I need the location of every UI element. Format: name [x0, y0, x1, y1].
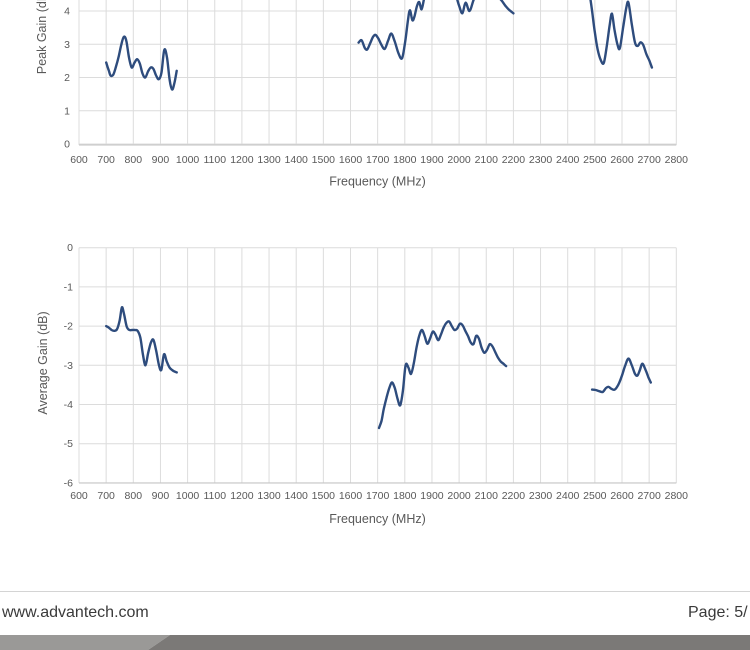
x-tick-label: 1300 — [257, 154, 281, 166]
gain-line-segment — [590, 357, 652, 394]
footer-bar-light-segment — [0, 635, 170, 650]
x-tick-label: 1700 — [366, 490, 390, 502]
x-tick-label: 1800 — [393, 490, 417, 502]
x-tick-label: 2700 — [637, 490, 661, 502]
x-tick-label: 1400 — [285, 154, 309, 166]
x-tick-label: 1800 — [393, 154, 417, 166]
x-tick-label: 700 — [97, 154, 115, 166]
x-tick-label: 2500 — [583, 490, 607, 502]
footer-divider — [0, 591, 750, 592]
x-tick-label: 2100 — [475, 490, 499, 502]
x-axis-title: Frequency (MHz) — [329, 512, 426, 526]
average-gain-chart: 600 700 800 900 1000 1100 1200 1300 1400 1500 1600… — [36, 242, 688, 526]
x-tick-label: 1200 — [230, 490, 254, 502]
y-tick-label: -2 — [64, 321, 73, 333]
x-tick-label: 1600 — [339, 154, 363, 166]
x-tick-label: 900 — [152, 154, 170, 166]
x-tick-label: 2200 — [502, 490, 526, 502]
x-tick-label: 1500 — [312, 154, 336, 166]
y-tick-label: -1 — [64, 281, 73, 293]
x-tick-label: 900 — [152, 490, 170, 502]
x-tick-label: 1600 — [339, 490, 363, 502]
x-tick-label: 2700 — [637, 154, 661, 166]
x-tick-label: 2300 — [529, 154, 553, 166]
x-tick-label: 2300 — [529, 490, 553, 502]
x-tick-label: 1000 — [176, 490, 200, 502]
x-tick-label: 2000 — [447, 154, 471, 166]
x-tick-label: 2600 — [610, 490, 634, 502]
x-tick-label: 2600 — [610, 154, 634, 166]
y-axis-title: Average Gain (dB) — [36, 311, 50, 414]
x-tick-label: 1900 — [420, 154, 444, 166]
x-tick-label: 1200 — [230, 154, 254, 166]
gain-line-segment — [105, 305, 178, 374]
y-tick-label: 0 — [64, 139, 70, 151]
x-tick-label: 800 — [125, 490, 143, 502]
y-tick-label: -6 — [64, 477, 73, 489]
y-tick-label: -5 — [64, 438, 73, 450]
gain-line-segment — [377, 320, 508, 430]
x-tick-label: 1500 — [312, 490, 336, 502]
x-tick-label: 2400 — [556, 154, 580, 166]
y-tick-label: -3 — [64, 360, 73, 372]
x-tick-label: 1900 — [420, 490, 444, 502]
y-tick-label: 1 — [64, 105, 70, 117]
y-tick-label: -4 — [64, 399, 73, 411]
gain-line-segment — [105, 35, 178, 91]
x-tick-label: 2100 — [475, 154, 499, 166]
x-tick-label: 1100 — [203, 154, 226, 166]
x-tick-label: 600 — [70, 490, 88, 502]
x-axis-title: Frequency (MHz) — [329, 175, 426, 189]
x-tick-label: 1700 — [366, 154, 390, 166]
charts-canvas: 600 700 800 900 1000 1100 1200 1300 1400 1500 1600… — [35, 0, 688, 526]
peak-gain-chart: 600 700 800 900 1000 1100 1200 1300 1400 1500 1600… — [35, 0, 688, 189]
footer-bar-dark-segment — [148, 635, 750, 650]
x-tick-label: 800 — [125, 154, 143, 166]
y-tick-label: 4 — [64, 6, 70, 18]
x-tick-label: 1300 — [257, 490, 281, 502]
gain-line-segment — [589, 0, 654, 69]
page-number: Page: 5/ — [688, 604, 748, 621]
x-tick-label: 2400 — [556, 490, 580, 502]
website-link[interactable]: www.advantech.com — [2, 604, 149, 621]
y-axis-title: Peak Gain (dBi) — [35, 0, 49, 74]
x-tick-label: 2800 — [665, 490, 689, 502]
y-tick-label: 2 — [64, 72, 70, 84]
x-tick-label: 2500 — [583, 154, 607, 166]
x-tick-label: 1100 — [203, 490, 226, 502]
x-tick-label: 600 — [70, 154, 88, 166]
footer-bar — [0, 635, 750, 650]
gain-line-segment — [357, 0, 515, 60]
x-tick-label: 1000 — [176, 154, 200, 166]
y-tick-label: 0 — [67, 242, 73, 254]
x-tick-label: 1400 — [285, 490, 309, 502]
x-tick-label: 2800 — [665, 154, 689, 166]
y-tick-label: 3 — [64, 39, 70, 51]
x-tick-label: 700 — [97, 490, 115, 502]
x-tick-label: 2000 — [447, 490, 471, 502]
x-tick-label: 2200 — [502, 154, 526, 166]
